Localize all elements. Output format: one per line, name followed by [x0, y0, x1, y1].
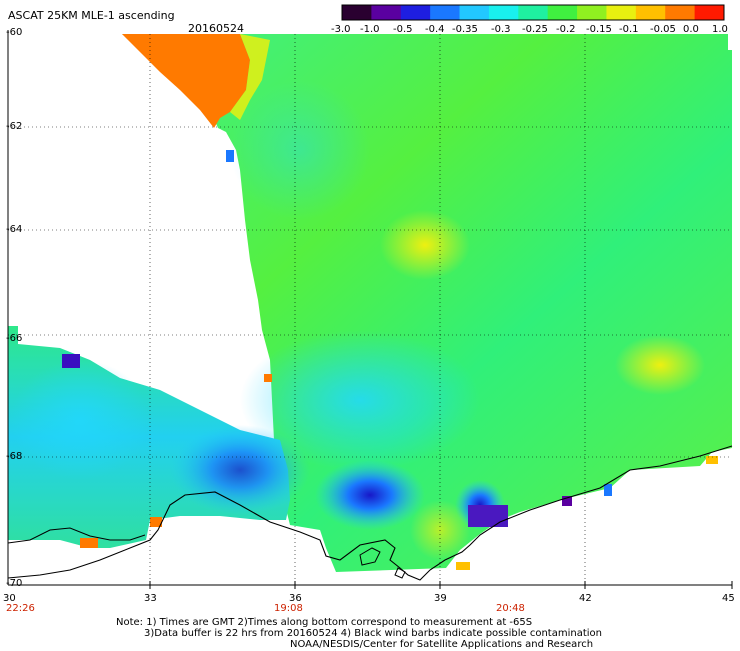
lon-label: 33 — [144, 593, 157, 604]
lat-label: -68 — [6, 451, 23, 462]
lon-label: 42 — [579, 593, 592, 604]
colorbar-tick-label: -1.0 — [360, 24, 380, 35]
colorbar-swatch — [694, 5, 725, 20]
colorbar-tick-label: 1.0 — [712, 24, 728, 35]
colorbar-tick-label: -0.2 — [556, 24, 576, 35]
colorbar-tick-label: -3.0 — [331, 24, 351, 35]
map-date: 20160524 — [188, 22, 244, 35]
colorbar — [341, 4, 725, 21]
orange-region — [122, 34, 250, 128]
colorbar-tick-label: -0.15 — [586, 24, 612, 35]
coastline — [7, 445, 733, 581]
colorbar-swatch — [342, 5, 372, 20]
lon-label: 30 — [3, 593, 16, 604]
colorbar-swatch — [430, 5, 461, 20]
time-label: 20:48 — [496, 603, 525, 614]
lat-label: -64 — [6, 224, 23, 235]
axes-frame — [7, 30, 733, 589]
colorbar-swatch — [371, 5, 402, 20]
colorbar-swatch — [400, 5, 431, 20]
lon-label: 36 — [289, 593, 302, 604]
footer-note-1: Note: 1) Times are GMT 2)Times along bot… — [116, 617, 533, 628]
colorbar-frame — [341, 4, 725, 21]
colorbar-tick-label: -0.35 — [452, 24, 478, 35]
colorbar-tick-label: -0.3 — [491, 24, 511, 35]
footer-note-3: NOAA/NESDIS/Center for Satellite Applica… — [290, 639, 594, 650]
colorbar-swatch — [665, 5, 696, 20]
lon-label: 39 — [434, 593, 447, 604]
colorbar-swatch — [518, 5, 549, 20]
colorbar-tick-label: 0.0 — [683, 24, 699, 35]
colorbar-swatch — [606, 5, 637, 20]
lat-label: -70 — [6, 578, 23, 589]
lat-label: -66 — [6, 333, 23, 344]
colorbar-tick-label: -0.05 — [650, 24, 676, 35]
colorbar-tick-label: -0.1 — [619, 24, 639, 35]
colorbar-tick-label: -0.4 — [425, 24, 445, 35]
lat-label: -60 — [6, 27, 23, 38]
colorbar-swatch — [547, 5, 578, 20]
time-label: 19:08 — [274, 603, 303, 614]
colorbar-tick-label: -0.5 — [393, 24, 413, 35]
colorbar-swatch — [459, 5, 490, 20]
colorbar-swatch — [488, 5, 519, 20]
lat-label: -62 — [6, 121, 23, 132]
grid — [8, 34, 732, 585]
colorbar-tick-label: -0.25 — [522, 24, 548, 35]
colorbar-swatch — [577, 5, 607, 20]
colorbar-swatch — [635, 5, 666, 20]
data-field — [8, 34, 732, 572]
time-label: 22:26 — [6, 603, 35, 614]
map-title: ASCAT 25KM MLE-1 ascending — [8, 9, 175, 22]
lon-label: 45 — [722, 593, 735, 604]
footer-note-2: 3)Data buffer is 22 hrs from 20160524 4)… — [144, 628, 602, 639]
